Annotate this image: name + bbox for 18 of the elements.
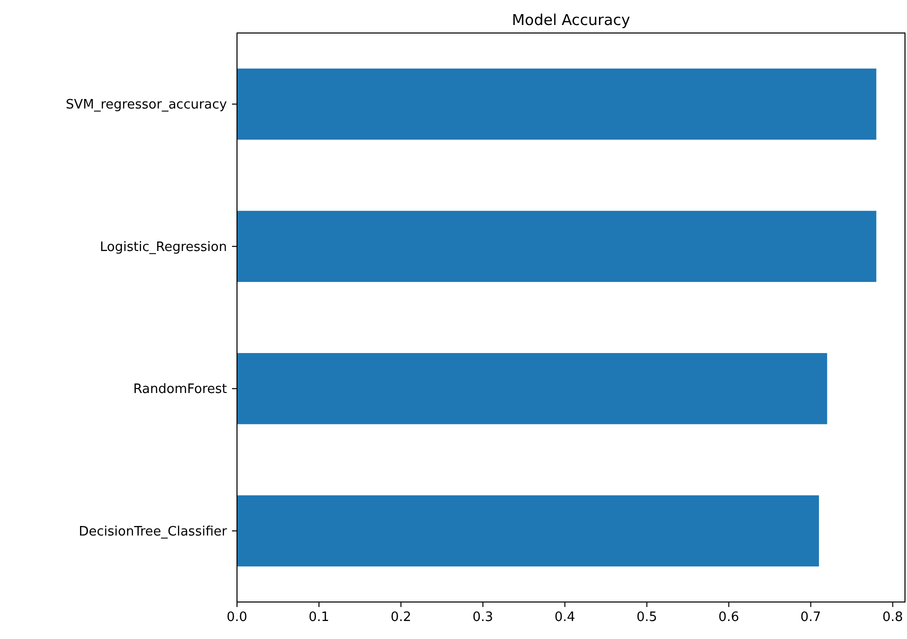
x-tick-label: 0.3 bbox=[472, 610, 494, 625]
y-tick-label: DecisionTree_Classifier bbox=[78, 524, 228, 540]
x-tick-label: 0.6 bbox=[718, 610, 740, 625]
x-tick-label: 0.0 bbox=[226, 610, 248, 625]
x-tick-label: 0.5 bbox=[636, 610, 658, 625]
bar bbox=[237, 495, 819, 566]
x-tick-label: 0.7 bbox=[800, 610, 822, 625]
bar bbox=[237, 353, 828, 424]
x-tick-label: 0.2 bbox=[390, 610, 412, 625]
y-tick-label: RandomForest bbox=[133, 382, 227, 398]
y-tick-label: Logistic_Regression bbox=[100, 240, 227, 255]
y-tick-label: SVM_regressor_accuracy bbox=[66, 98, 228, 113]
x-tick-label: 0.8 bbox=[882, 610, 904, 625]
bar bbox=[237, 68, 876, 140]
x-tick-label: 0.1 bbox=[308, 610, 330, 625]
bar bbox=[237, 210, 876, 282]
x-tick-label: 0.4 bbox=[554, 610, 576, 625]
chart-title: Model Accuracy bbox=[512, 11, 630, 29]
